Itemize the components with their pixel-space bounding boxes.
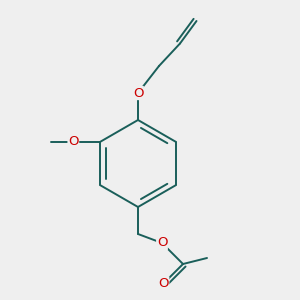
- Text: O: O: [133, 86, 143, 100]
- Text: O: O: [68, 135, 79, 148]
- Text: O: O: [158, 277, 169, 290]
- Text: O: O: [157, 236, 167, 250]
